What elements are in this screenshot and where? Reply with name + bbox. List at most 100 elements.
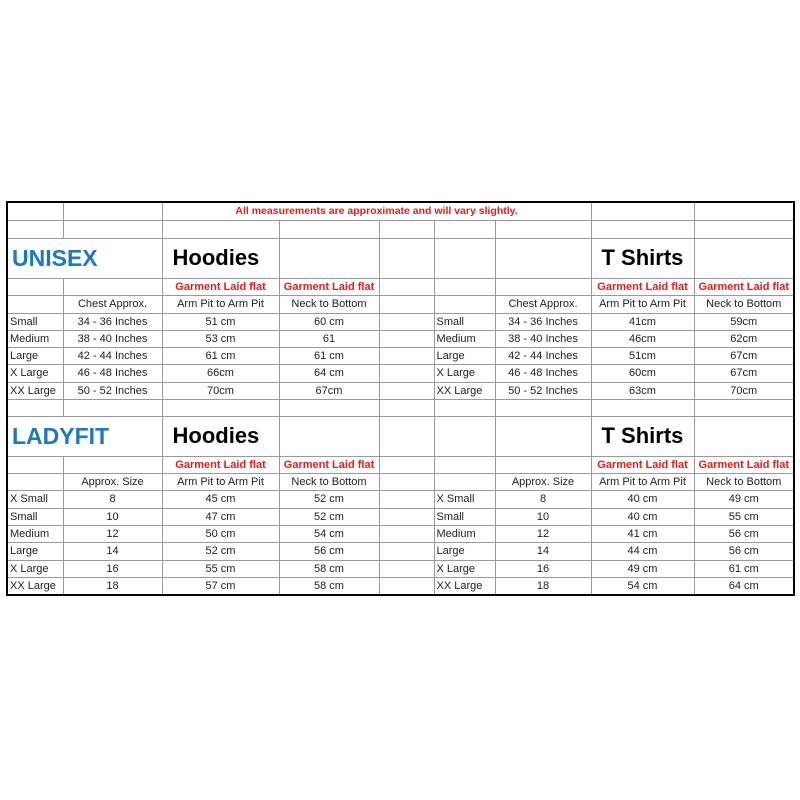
tshirt-neck-cell: 59cm xyxy=(693,312,795,331)
spacer-row xyxy=(6,398,795,417)
hoodie-laid-flat-label: Garment Laid flat xyxy=(161,277,280,296)
empty-cell xyxy=(378,329,435,348)
approx-cell: 10 xyxy=(494,507,592,526)
empty-cell xyxy=(693,201,795,221)
pit-header: Arm Pit to Arm Pit xyxy=(590,472,695,491)
approx-header: Chest Approx. xyxy=(62,294,163,314)
hoodie-laid-flat-label: Garment Laid flat xyxy=(278,455,380,474)
tshirt-neck-cell: 62cm xyxy=(693,329,795,348)
approx-cell: 18 xyxy=(494,576,592,596)
hoodie-pit-cell: 50 cm xyxy=(161,524,280,543)
tshirt-pit-cell: 60cm xyxy=(590,363,695,383)
table-row: X Large 16 55 cm 58 cm X Large 16 49 cm 61 cm xyxy=(6,559,795,578)
section-title: LADYFIT xyxy=(6,415,163,457)
table-row: Large 14 52 cm 56 cm Large 14 44 cm 56 cm xyxy=(6,541,795,561)
empty-cell xyxy=(278,219,380,239)
size-cell: XX Large xyxy=(433,576,496,596)
approx-cell: 10 xyxy=(62,507,163,526)
empty-cell xyxy=(693,415,795,457)
approx-cell: 34 - 36 Inches xyxy=(62,312,163,331)
hoodie-neck-cell: 52 cm xyxy=(278,507,380,526)
hoodies-title: Hoodies xyxy=(161,237,280,279)
hoodie-pit-cell: 70cm xyxy=(161,381,280,400)
hoodie-pit-cell: 45 cm xyxy=(161,489,280,509)
hoodies-title: Hoodies xyxy=(161,415,280,457)
empty-cell xyxy=(378,294,435,314)
empty-cell xyxy=(433,237,496,279)
disclaimer-notice: All measurements are approximate and wil… xyxy=(161,201,592,221)
empty-cell xyxy=(590,201,695,221)
empty-cell xyxy=(378,507,435,526)
approx-cell: 14 xyxy=(494,541,592,561)
empty-cell xyxy=(494,415,592,457)
size-cell: Medium xyxy=(6,329,64,348)
hoodie-pit-cell: 53 cm xyxy=(161,329,280,348)
empty-cell xyxy=(590,398,695,417)
tshirts-title: T Shirts xyxy=(590,237,695,279)
neck-header: Neck to Bottom xyxy=(693,472,795,491)
tshirts-title: T Shirts xyxy=(590,415,695,457)
size-cell: XX Large xyxy=(433,381,496,400)
empty-cell xyxy=(494,398,592,417)
hoodie-neck-cell: 64 cm xyxy=(278,363,380,383)
empty-cell xyxy=(6,398,64,417)
hoodie-neck-cell: 61 cm xyxy=(278,346,380,365)
approx-cell: 16 xyxy=(494,559,592,578)
approx-cell: 50 - 52 Inches xyxy=(62,381,163,400)
empty-cell xyxy=(590,219,695,239)
approx-cell: 50 - 52 Inches xyxy=(494,381,592,400)
approx-cell: 16 xyxy=(62,559,163,578)
size-cell: X Large xyxy=(6,363,64,383)
empty-cell xyxy=(6,455,64,474)
pit-header: Arm Pit to Arm Pit xyxy=(161,472,280,491)
size-cell: Medium xyxy=(433,524,496,543)
size-chart-table: All measurements are approximate and wil… xyxy=(6,201,795,596)
empty-cell xyxy=(378,455,435,474)
empty-cell xyxy=(278,398,380,417)
pit-header: Arm Pit to Arm Pit xyxy=(590,294,695,314)
tshirt-pit-cell: 51cm xyxy=(590,346,695,365)
empty-cell xyxy=(693,398,795,417)
empty-cell xyxy=(378,524,435,543)
size-cell: XX Large xyxy=(6,576,64,596)
empty-cell xyxy=(161,219,280,239)
size-cell: Large xyxy=(6,541,64,561)
tshirt-pit-cell: 40 cm xyxy=(590,507,695,526)
approx-cell: 38 - 40 Inches xyxy=(494,329,592,348)
empty-cell xyxy=(494,277,592,296)
empty-cell xyxy=(278,237,380,279)
approx-cell: 42 - 44 Inches xyxy=(494,346,592,365)
hoodie-neck-cell: 52 cm xyxy=(278,489,380,509)
tshirt-pit-cell: 44 cm xyxy=(590,541,695,561)
table-row: Large 42 - 44 Inches 61 cm 61 cm Large 42 - 4… xyxy=(6,346,795,365)
neck-header: Neck to Bottom xyxy=(278,472,380,491)
tshirt-neck-cell: 55 cm xyxy=(693,507,795,526)
approx-header: Chest Approx. xyxy=(494,294,592,314)
empty-cell xyxy=(62,398,163,417)
empty-cell xyxy=(6,294,64,314)
tshirt-neck-cell: 56 cm xyxy=(693,524,795,543)
hoodie-pit-cell: 57 cm xyxy=(161,576,280,596)
neck-header: Neck to Bottom xyxy=(693,294,795,314)
empty-cell xyxy=(433,277,496,296)
approx-cell: 8 xyxy=(494,489,592,509)
size-cell: XX Large xyxy=(6,381,64,400)
size-cell: Small xyxy=(433,507,496,526)
empty-cell xyxy=(378,472,435,491)
empty-cell xyxy=(378,346,435,365)
empty-cell xyxy=(693,237,795,279)
table-row: Medium 38 - 40 Inches 53 cm 61 Medium 38 - 40… xyxy=(6,329,795,348)
empty-cell xyxy=(378,576,435,596)
size-cell: Large xyxy=(6,346,64,365)
notice-row: All measurements are approximate and wil… xyxy=(6,201,795,221)
empty-cell xyxy=(62,219,163,239)
empty-cell xyxy=(433,398,496,417)
neck-header: Neck to Bottom xyxy=(278,294,380,314)
tshirt-pit-cell: 41 cm xyxy=(590,524,695,543)
size-cell: Small xyxy=(6,507,64,526)
size-cell: X Small xyxy=(433,489,496,509)
table-row: X Large 46 - 48 Inches 66cm 64 cm X Large 46 … xyxy=(6,363,795,383)
column-header-row: Chest Approx. Arm Pit to Arm Pit Neck to B… xyxy=(6,294,795,314)
size-cell: X Large xyxy=(6,559,64,578)
empty-cell xyxy=(378,489,435,509)
